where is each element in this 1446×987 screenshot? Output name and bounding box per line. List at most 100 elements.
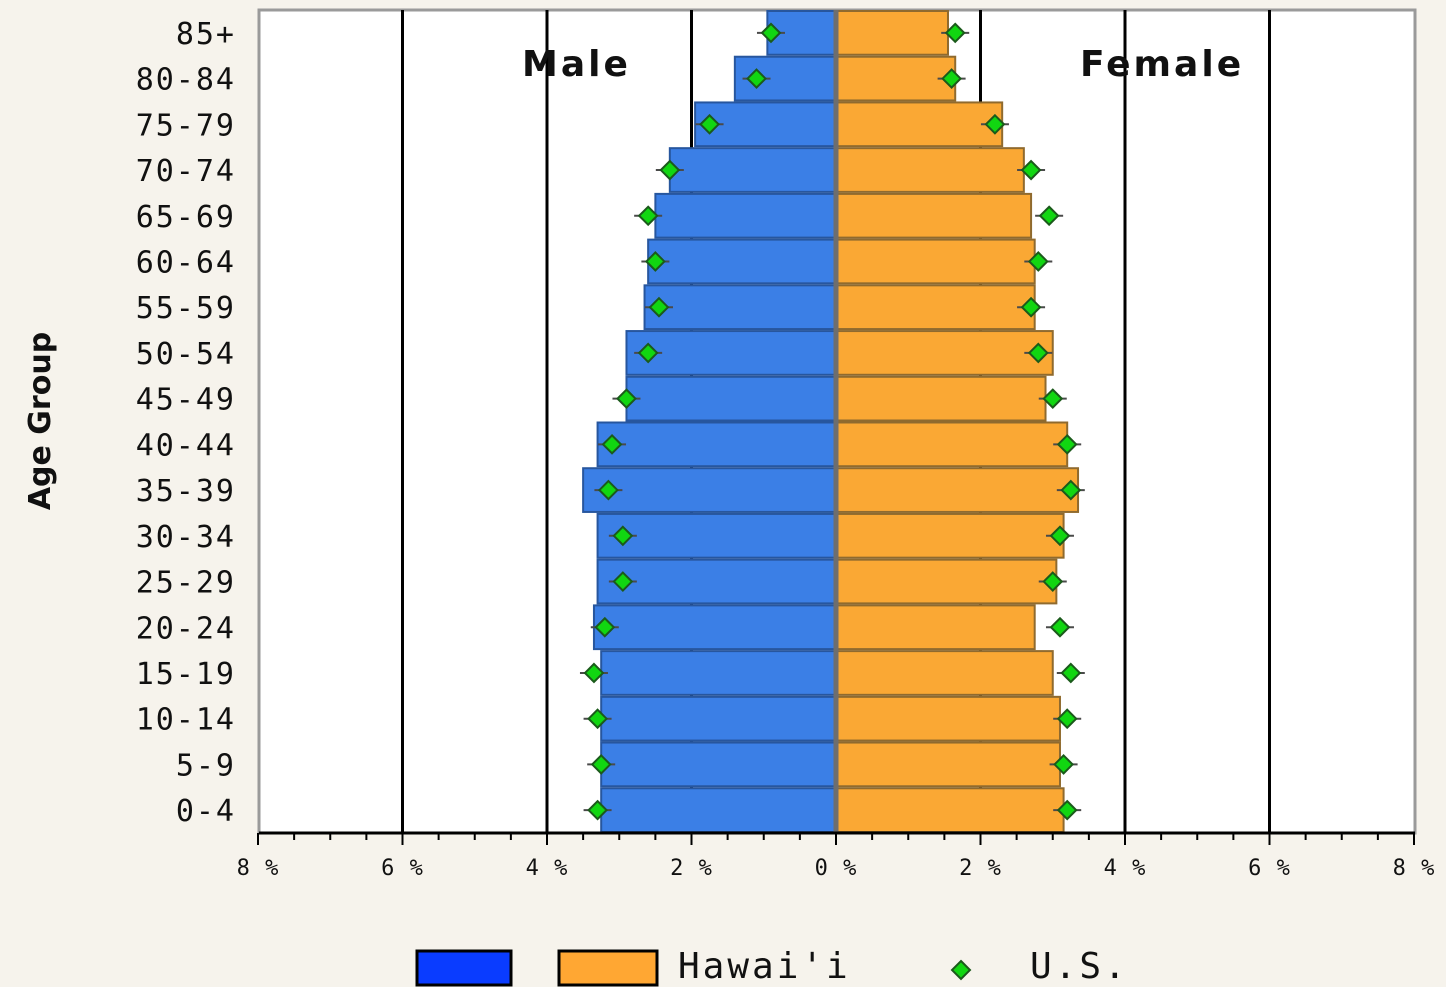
female-bar [835, 695, 1061, 742]
us-marker-female [941, 68, 963, 89]
male-bar [596, 421, 838, 468]
female-bar [835, 284, 1036, 331]
female-bar [835, 787, 1065, 833]
us-marker-male [587, 708, 608, 730]
female-bar [835, 375, 1047, 422]
age-group-label: 50-54 [136, 337, 236, 372]
us-marker-male [760, 22, 782, 44]
age-group-label: 75-79 [136, 108, 236, 143]
male-bar [592, 604, 838, 651]
legend-swatch-orange [557, 949, 659, 987]
us-marker-male [612, 571, 634, 592]
age-group-label: 55-59 [136, 291, 236, 326]
us-marker-male [648, 296, 670, 318]
us-marker-female [1042, 388, 1064, 410]
us-marker-female [1056, 799, 1078, 821]
age-group-label: 60-64 [136, 245, 236, 280]
age-group-label: 80-84 [136, 63, 236, 98]
y-axis: 85+ 80-84 75-79 70-74 65-69 60-64 55-59 50-54 45… [136, 17, 236, 829]
age-group-label: 30-34 [136, 520, 236, 555]
female-bar [835, 467, 1080, 513]
male-bar [600, 787, 837, 833]
us-marker-female [1053, 754, 1075, 775]
female-bar [835, 558, 1058, 605]
female-bar [835, 101, 1004, 148]
us-marker-female [1020, 296, 1042, 318]
us-marker-male [583, 662, 605, 684]
legend-label-us: U.S. [1030, 946, 1129, 987]
us-marker-male [699, 113, 720, 135]
legend: Hawai'i U.S. [415, 946, 1129, 987]
male-bar [600, 650, 837, 696]
x-tick-label: 6 % [381, 856, 424, 881]
us-marker-female [1042, 571, 1064, 592]
age-group-label: 25-29 [136, 566, 236, 601]
us-marker-male [597, 479, 619, 501]
us-marker-male [637, 205, 659, 227]
age-group-label: 15-19 [136, 657, 236, 692]
us-marker-female [1027, 342, 1049, 364]
female-bar [835, 512, 1065, 559]
female-bar [835, 192, 1033, 239]
us-marker-male [590, 754, 612, 775]
age-group-label: 10-14 [136, 703, 236, 738]
x-tick-label: 2 % [959, 856, 1002, 881]
us-marker-female [1056, 708, 1078, 730]
us-marker-male [644, 251, 666, 272]
us-marker-male [659, 159, 681, 181]
x-axis: 8 % 6 % 4 % 2 % 0 % 2 % 4 % 6 % 8 % [237, 831, 1436, 881]
us-marker-male [616, 388, 637, 410]
us-markers [579, 22, 1085, 821]
female-bar [835, 604, 1036, 651]
x-tick-label: 4 % [1104, 856, 1147, 881]
legend-marker-us [950, 959, 972, 981]
female-bar [835, 421, 1069, 468]
female-bar [835, 55, 957, 102]
male-bar [625, 375, 837, 422]
us-marker-female [1060, 479, 1082, 501]
female-bar [835, 741, 1061, 788]
panel-label-male: Male [522, 44, 631, 85]
us-marker-female [1038, 205, 1060, 227]
male-bar [643, 284, 837, 331]
male-bar [668, 147, 838, 193]
female-bar [835, 650, 1054, 696]
x-tick-label: 0 % [815, 856, 858, 881]
us-marker-female [1060, 662, 1082, 684]
us-marker-female [1056, 433, 1078, 455]
age-group-label: 45-49 [136, 383, 236, 418]
us-marker-male [746, 68, 767, 89]
us-marker-male [601, 433, 623, 455]
panel-label-female: Female [1080, 44, 1244, 85]
male-bar [600, 695, 837, 742]
legend-swatch-blue [415, 949, 513, 987]
us-marker-male [594, 616, 616, 638]
age-group-label: 70-74 [136, 154, 236, 189]
female-bar [835, 147, 1025, 193]
age-group-label: 85+ [176, 17, 236, 52]
x-tick-label: 6 % [1248, 856, 1291, 881]
legend-label-hawaii: Hawai'i [678, 946, 851, 987]
male-bar [654, 192, 837, 239]
us-marker-male [587, 799, 608, 821]
age-group-label: 0-4 [176, 794, 236, 829]
x-tick-label: 2 % [670, 856, 713, 881]
male-bar [647, 238, 838, 285]
male-bar [582, 467, 837, 513]
x-tick-label: 8 % [237, 856, 280, 881]
male-bar [600, 741, 837, 788]
us-marker-male [637, 342, 659, 364]
female-bar [835, 10, 949, 56]
female-bar [835, 238, 1036, 285]
us-marker-female [944, 22, 966, 44]
age-group-label: 65-69 [136, 200, 236, 235]
us-marker-male [612, 525, 634, 547]
x-tick-label: 4 % [526, 856, 569, 881]
age-group-label: 35-39 [136, 474, 236, 509]
male-bar [596, 512, 838, 559]
us-marker-female [1027, 251, 1049, 272]
x-tick-label: 8 % [1393, 856, 1436, 881]
us-marker-female [984, 113, 1006, 135]
female-bar [835, 330, 1054, 376]
